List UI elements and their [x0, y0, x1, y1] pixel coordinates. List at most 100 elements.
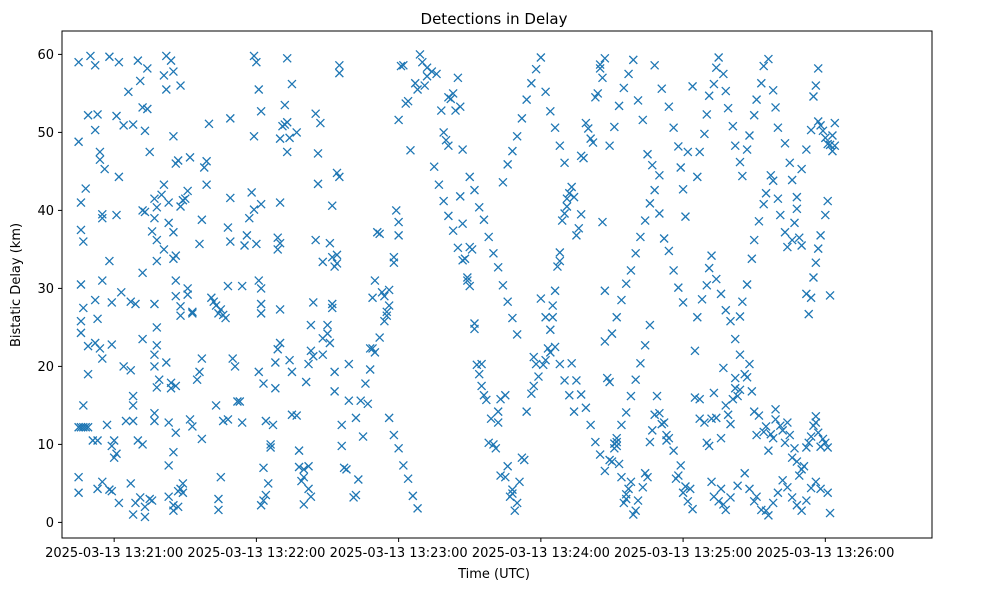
data-point: [643, 472, 652, 482]
data-point: [816, 484, 826, 494]
data-point: [756, 78, 766, 88]
y-tick-label: 60: [37, 48, 54, 63]
data-point: [669, 123, 679, 133]
data-point: [74, 472, 84, 482]
data-point: [109, 453, 119, 463]
data-point: [107, 486, 117, 496]
data-point: [673, 283, 683, 293]
data-point: [567, 358, 577, 368]
data-point: [735, 385, 745, 395]
data-point: [595, 60, 605, 69]
data-point: [811, 418, 821, 428]
data-point: [716, 289, 726, 299]
data-point: [104, 256, 114, 266]
data-point: [607, 457, 617, 467]
data-point: [318, 257, 328, 267]
data-point: [600, 466, 610, 476]
data-point: [761, 506, 771, 516]
data-point: [517, 113, 527, 123]
data-point: [730, 334, 740, 344]
data-point: [131, 299, 140, 309]
data-point: [123, 87, 133, 97]
data-point: [531, 359, 541, 369]
data-point: [218, 416, 228, 426]
data-point: [647, 160, 657, 170]
data-point: [747, 386, 757, 396]
data-point: [256, 500, 266, 510]
data-point: [199, 163, 209, 172]
data-point: [695, 147, 705, 157]
data-point: [384, 413, 394, 423]
data-point: [154, 375, 164, 385]
data-point: [512, 131, 522, 141]
data-point: [266, 443, 276, 452]
data-point: [782, 482, 792, 492]
data-point: [792, 204, 802, 214]
data-point: [81, 184, 91, 194]
data-point: [453, 243, 463, 253]
data-point: [804, 309, 814, 319]
data-point: [183, 186, 193, 196]
data-point: [462, 273, 472, 282]
data-point: [327, 252, 337, 262]
data-point: [429, 162, 439, 172]
data-point: [171, 381, 181, 391]
data-point: [237, 281, 247, 291]
data-point: [477, 359, 487, 369]
data-point: [820, 210, 830, 220]
data-point: [474, 369, 484, 379]
data-point: [149, 361, 159, 371]
data-point: [327, 201, 337, 211]
data-point: [569, 192, 579, 202]
data-point: [522, 407, 532, 417]
data-point: [315, 118, 325, 128]
data-point: [555, 359, 565, 369]
data-point: [488, 439, 498, 449]
data-point: [213, 505, 223, 515]
y-tick-label: 10: [37, 438, 54, 453]
data-point: [493, 262, 503, 272]
data-point: [550, 342, 560, 352]
data-point: [804, 438, 814, 448]
data-point: [410, 78, 420, 88]
data-point: [754, 216, 764, 226]
data-point: [562, 194, 572, 204]
data-point: [351, 413, 361, 423]
data-point: [259, 496, 268, 506]
data-point: [730, 141, 740, 151]
data-point: [768, 433, 778, 443]
data-point: [95, 155, 105, 165]
data-point: [818, 126, 828, 136]
data-point: [797, 164, 807, 174]
data-point: [168, 447, 178, 457]
data-point: [737, 171, 747, 181]
data-point: [254, 276, 264, 286]
data-point: [536, 53, 546, 62]
data-point: [560, 158, 570, 168]
data-point: [275, 338, 285, 348]
data-point: [652, 391, 662, 401]
data-point: [164, 418, 174, 428]
data-point: [256, 299, 266, 309]
data-point: [81, 422, 91, 432]
data-point: [500, 390, 510, 400]
data-point: [676, 163, 686, 172]
data-point: [638, 115, 648, 125]
data-point: [718, 69, 728, 79]
data-point: [427, 67, 437, 77]
data-point: [747, 254, 757, 264]
data-point: [659, 234, 669, 243]
data-point: [202, 180, 212, 190]
data-point: [318, 350, 328, 360]
data-point: [185, 152, 195, 162]
data-point: [790, 218, 799, 228]
data-point: [780, 138, 790, 148]
data-point: [823, 196, 833, 206]
data-point: [773, 123, 783, 133]
data-point: [771, 404, 781, 414]
data-point: [733, 481, 743, 491]
y-tick-label: 30: [37, 282, 54, 297]
data-point: [311, 235, 321, 245]
data-point: [704, 263, 714, 273]
data-point: [282, 53, 292, 63]
